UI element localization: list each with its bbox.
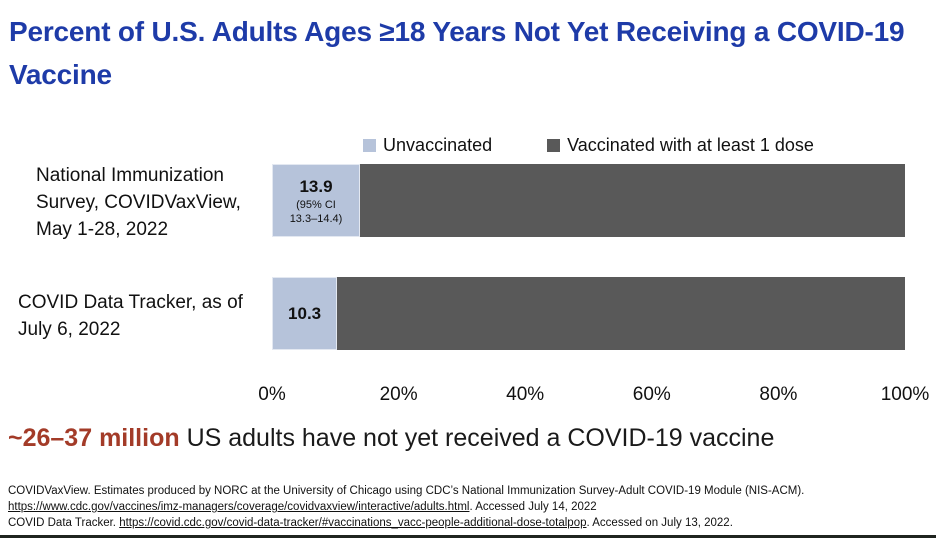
- footnote-tracker-accessed-date: . Accessed on July 13, 2022.: [586, 517, 733, 529]
- bar-tracker-unvaccinated-segment: 10.3: [272, 277, 338, 350]
- bar-tracker: 10.3: [272, 277, 905, 350]
- footnote-covidvaxview-link-line: https://www.cdc.gov/vaccines/imz-manager…: [8, 499, 928, 515]
- bar-nis-ci-label: 13.3–14.4): [289, 212, 343, 225]
- footnote-tracker-link-line: COVID Data Tracker. https://covid.cdc.go…: [8, 515, 928, 531]
- x-axis-tick: 40%: [506, 384, 545, 405]
- bar-nis-unvaccinated-segment: 13.9 (95% CI 13.3–14.4): [272, 164, 360, 237]
- x-axis-tick: 0%: [258, 384, 286, 405]
- category-label-line: May 1-28, 2022: [36, 219, 169, 240]
- vaccinated-swatch-icon: [547, 139, 561, 152]
- x-axis-tick: 100%: [880, 384, 930, 405]
- bar-tracker-vaccinated-segment: [337, 277, 905, 350]
- legend-item-vaccinated: Vaccinated with at least 1 dose: [547, 135, 814, 156]
- legend-item-unvaccinated: Unvaccinated: [363, 135, 492, 156]
- x-axis-tick: 80%: [759, 384, 798, 405]
- category-label-line: COVID Data Tracker, as of: [18, 292, 243, 313]
- category-label-line: Survey, COVIDVaxView,: [36, 192, 241, 213]
- category-label-tracker: COVID Data Tracker, as of July 6, 2022: [18, 289, 243, 343]
- bar-nis-ci-label: (95% CI: [296, 198, 336, 211]
- category-label-line: July 6, 2022: [18, 319, 121, 340]
- footnote-source-covidvaxview: COVIDVaxView. Estimates produced by NORC…: [8, 485, 805, 497]
- footnote-tracker-prefix: COVID Data Tracker.: [8, 517, 120, 529]
- legend-label-unvaccinated: Unvaccinated: [383, 135, 493, 155]
- chart-legend: Unvaccinated Vaccinated with at least 1 …: [272, 135, 905, 156]
- takeaway-headline: ~26–37 million US adults have not yet re…: [8, 424, 928, 453]
- x-axis-tick: 20%: [379, 384, 418, 405]
- takeaway-rest: US adults have not yet received a COVID-…: [179, 424, 775, 452]
- category-label-nis: National Immunization Survey, COVIDVaxVi…: [36, 162, 241, 243]
- x-axis-tick: 60%: [632, 384, 671, 405]
- page-title: Percent of U.S. Adults Ages ≥18 Years No…: [9, 16, 905, 90]
- covidvaxview-url-link[interactable]: https://www.cdc.gov/vaccines/imz-manager…: [8, 501, 470, 513]
- footnote-accessed-date: . Accessed July 14, 2022: [469, 501, 597, 513]
- category-label-line: National Immunization: [36, 165, 224, 186]
- bar-nis: 13.9 (95% CI 13.3–14.4): [272, 164, 905, 237]
- legend-label-vaccinated: Vaccinated with at least 1 dose: [567, 135, 814, 155]
- covid-data-tracker-url-link[interactable]: https://covid.cdc.gov/covid-data-tracker…: [119, 517, 587, 529]
- x-axis: 0% 20% 40% 60% 80% 100%: [258, 384, 929, 410]
- footnotes: COVIDVaxView. Estimates produced by NORC…: [8, 483, 928, 531]
- unvaccinated-swatch-icon: [363, 139, 377, 152]
- takeaway-highlight: ~26–37 million: [8, 424, 180, 452]
- bar-tracker-value-label: 10.3: [288, 303, 322, 323]
- bar-nis-value-label: 13.9: [299, 176, 333, 196]
- bar-nis-vaccinated-segment: [359, 164, 905, 237]
- slide-bottom-rule: [0, 535, 936, 538]
